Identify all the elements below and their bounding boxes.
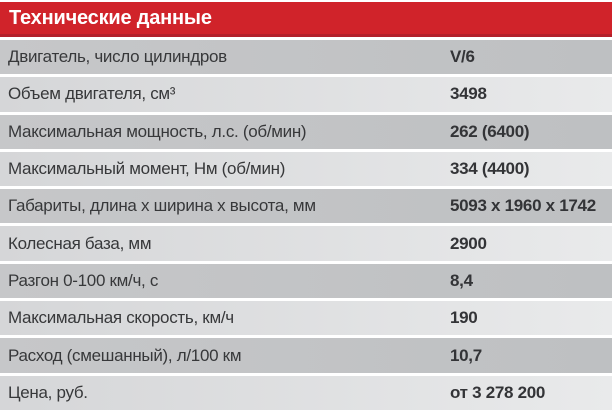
spec-row-engine-cylinders: Двигатель, число цилиндров V/6 — [0, 40, 612, 75]
spec-row-wheelbase: Колесная база, мм 2900 — [0, 226, 612, 261]
spec-rows: Двигатель, число цилиндров V/6 Объем дви… — [0, 40, 612, 410]
spec-row-top-speed: Максимальная скорость, км/ч 190 — [0, 301, 612, 336]
spec-value: V/6 — [450, 47, 475, 67]
spec-label: Расход (смешанный), л/100 км — [8, 345, 242, 365]
spec-label: Разгон 0-100 км/ч, с — [8, 270, 159, 290]
spec-label: Максимальная мощность, л.с. (об/мин) — [8, 121, 307, 141]
spec-label: Габариты, длина x ширина x высота, мм — [8, 196, 316, 216]
spec-row-price: Цена, руб. от 3 278 200 — [0, 375, 612, 410]
spec-value: 2900 — [450, 233, 487, 253]
table-title: Технические данные — [9, 6, 212, 29]
spec-label: Объем двигателя, см³ — [8, 84, 176, 104]
spec-label: Максимальный момент, Нм (об/мин) — [8, 159, 286, 179]
spec-row-displacement: Объем двигателя, см³ 3498 — [0, 77, 612, 112]
spec-row-max-torque: Максимальный момент, Нм (об/мин) 334 (44… — [0, 151, 612, 187]
spec-value: 8,4 — [450, 270, 473, 290]
spec-row-acceleration: Разгон 0-100 км/ч, с 8,4 — [0, 263, 612, 299]
spec-row-max-power: Максимальная мощность, л.с. (об/мин) 262… — [0, 114, 612, 149]
spec-value: от 3 278 200 — [450, 382, 546, 402]
spec-value: 10,7 — [450, 345, 482, 365]
spec-row-fuel-consumption: Расход (смешанный), л/100 км 10,7 — [0, 338, 612, 373]
spec-label: Колесная база, мм — [8, 233, 152, 253]
spec-value: 5093 x 1960 x 1742 — [450, 196, 596, 216]
spec-value: 262 (6400) — [450, 121, 530, 141]
spec-value: 3498 — [450, 84, 487, 104]
spec-row-dimensions: Габариты, длина x ширина x высота, мм 50… — [0, 189, 612, 224]
table-header: Технические данные — [0, 2, 612, 37]
spec-value: 334 (4400) — [450, 159, 530, 179]
spec-label: Максимальная скорость, км/ч — [8, 308, 234, 328]
spec-label: Двигатель, число цилиндров — [8, 47, 227, 67]
spec-value: 190 — [450, 308, 478, 328]
spec-label: Цена, руб. — [8, 382, 88, 402]
